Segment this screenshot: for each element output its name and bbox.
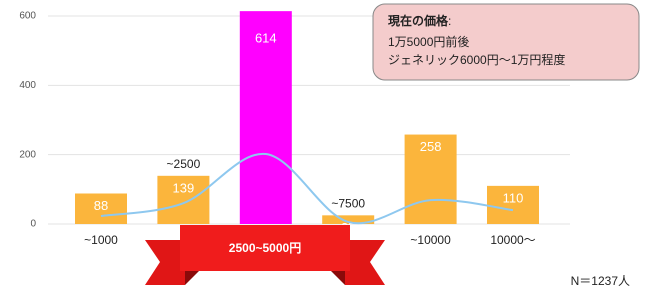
annotation: 現在の価格: 1万5000円前後 ジェネリック6000円～1万円程度: [373, 4, 639, 80]
annotation-line: ジェネリック6000円～1万円程度: [388, 52, 565, 67]
value-label: 110: [503, 190, 524, 205]
value-label: 614: [255, 31, 277, 46]
x-tick-label: ~10000: [410, 233, 451, 247]
x-tick-label: 2500~5000円: [229, 241, 301, 255]
ribbon-tail: [145, 240, 185, 285]
y-tick-label: 0: [30, 219, 36, 230]
ribbon-tail: [345, 240, 385, 285]
value-label: 258: [420, 139, 442, 154]
y-tick-label: 400: [19, 80, 36, 91]
annotation-line: 1万5000円前後: [388, 34, 469, 49]
chart: 0200400600 88~1000139~250061425~7500258~…: [0, 0, 654, 289]
ribbon-fold: [330, 270, 345, 285]
page: {"chart_data": {"type": "bar", "categori…: [0, 0, 654, 289]
value-label: 88: [94, 198, 108, 213]
x-tick-label: 10000～: [490, 233, 535, 247]
note: N＝1237人: [571, 274, 630, 288]
ribbon-fold: [185, 270, 200, 285]
annotation-heading: 現在の価格: [388, 13, 449, 28]
annotation-text: 現在の価格:: [388, 13, 451, 28]
x-tick-label: ~7500: [331, 197, 365, 211]
x-tick-label: ~2500: [167, 157, 201, 171]
y-tick-label: 600: [19, 11, 36, 22]
annotation-suffix: :: [448, 14, 451, 28]
x-tick-label: ~1000: [84, 233, 118, 247]
y-tick-label: 200: [19, 149, 36, 160]
value-label: 139: [173, 180, 195, 195]
